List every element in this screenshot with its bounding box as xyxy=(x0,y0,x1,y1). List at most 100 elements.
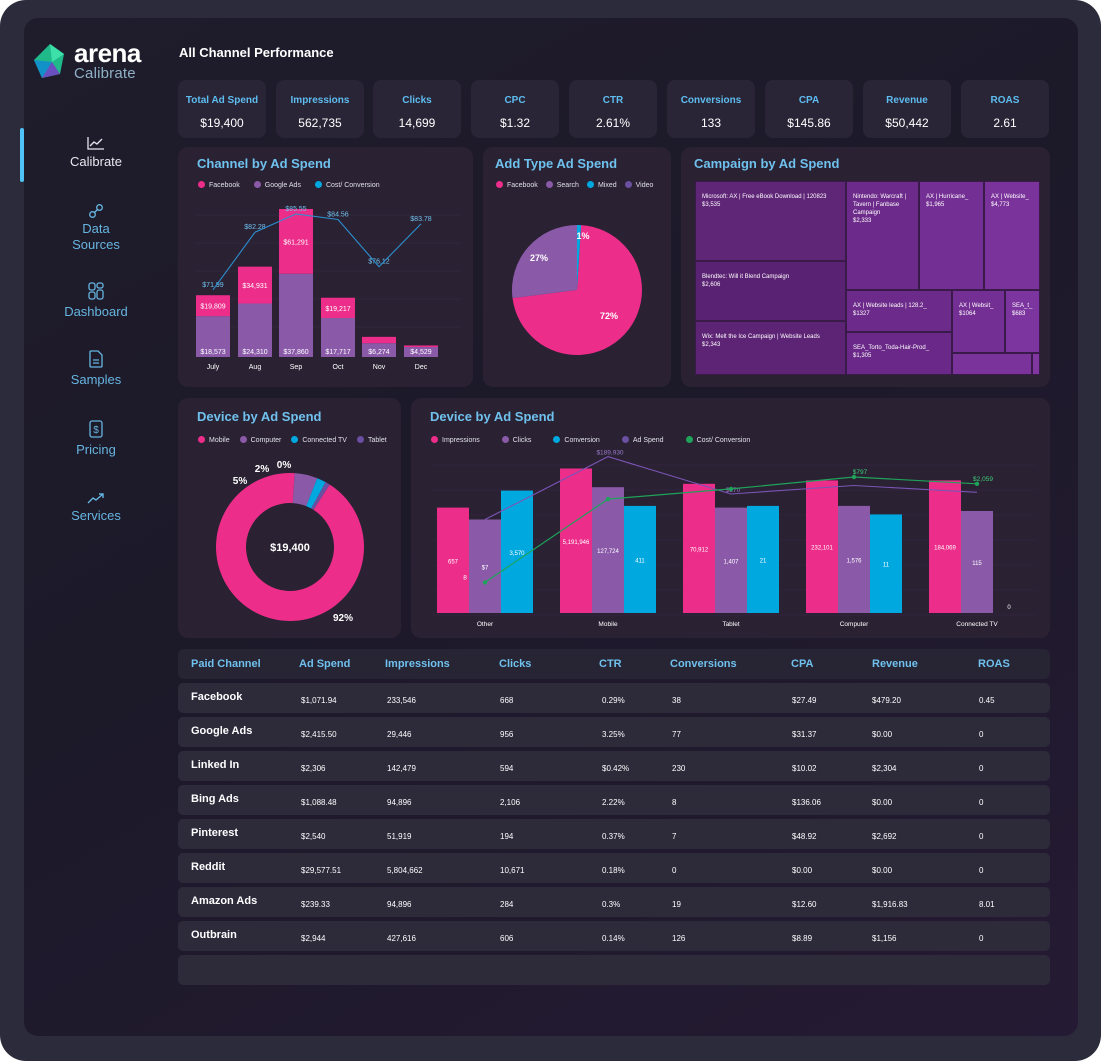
treemap-cell[interactable]: SEA_Torto_Toda-Hair-Prod_ $1,305 xyxy=(846,332,952,375)
chart-legend: Impressions Clicks Conversion Ad Spend C… xyxy=(431,436,750,444)
table-cell: 29,446 xyxy=(387,730,412,739)
table-row[interactable]: Bing Ads $1,088.48 94,896 2,106 2.22% 8 $136.0… xyxy=(178,785,1050,815)
table-row[interactable]: Linked In $2,306 142,479 594 $0.42% 230 $10.02… xyxy=(178,751,1050,781)
nav-label: Dashboard xyxy=(64,304,128,319)
kpi-value: 2.61% xyxy=(595,116,631,130)
donut-slice xyxy=(311,482,330,510)
kpi-value: $145.86 xyxy=(787,116,831,130)
nav-label: Services xyxy=(71,508,121,523)
column-header[interactable]: Paid Channel xyxy=(191,658,261,670)
column-header[interactable]: CTR xyxy=(599,658,622,670)
table-cell: 194 xyxy=(500,832,514,841)
channel-name-cell: Bing Ads xyxy=(191,793,239,805)
treemap-cell[interactable]: SEA_t_ $683 xyxy=(1005,290,1040,353)
table-cell: 7 xyxy=(672,832,677,841)
table-cell: 38 xyxy=(672,696,681,705)
nav-item-dashboard[interactable]: Dashboard xyxy=(20,282,172,319)
kpi-label: Conversions xyxy=(680,95,742,106)
panel-title: Campaign by Ad Spend xyxy=(694,156,840,171)
column-header[interactable]: Conversions xyxy=(670,658,737,670)
legend-item: Search xyxy=(545,181,579,189)
table-cell: 284 xyxy=(500,900,514,909)
device-bar xyxy=(683,483,715,613)
table-cell: $10.02 xyxy=(792,764,817,773)
table-cell: $48.92 xyxy=(792,832,817,841)
pie-slice xyxy=(512,225,577,299)
table-cell: $2,944 xyxy=(301,934,326,943)
treemap-cell[interactable] xyxy=(1032,353,1040,375)
nav-item-pricing[interactable]: $ Pricing xyxy=(20,420,172,457)
column-header[interactable]: ROAS xyxy=(978,658,1010,670)
nav-item-services[interactable]: Services xyxy=(20,492,172,523)
line-data-label: $84.56 xyxy=(327,211,349,218)
table-cell: 0.3% xyxy=(602,900,621,909)
column-header[interactable]: Clicks xyxy=(499,658,532,670)
table-row[interactable]: Google Ads $2,415.50 29,446 956 3.25% 77 $31.3… xyxy=(178,717,1050,747)
treemap-cell[interactable]: Wix: Melt the Ice Campaign | Website Lea… xyxy=(695,321,846,375)
table-cell: 2,106 xyxy=(500,798,521,807)
table-row[interactable]: Reddit $29,577.51 5,804,662 10,671 0.18% 0 $0.… xyxy=(178,853,1050,883)
treemap-cell[interactable]: AX | Websit_ $1064 xyxy=(952,290,1005,353)
nav-item-calibrate[interactable]: Calibrate xyxy=(20,136,172,169)
brand-name: arena xyxy=(74,38,141,68)
x-tick-label: Other xyxy=(477,621,494,628)
dashboard-icon xyxy=(88,282,104,300)
line-point xyxy=(482,580,488,585)
nav-item-data-sources[interactable]: Data Sources xyxy=(20,203,172,253)
brand-logo[interactable]: arena Calibrate xyxy=(30,38,160,86)
line-point xyxy=(728,486,734,492)
treemap-cell[interactable] xyxy=(952,353,1032,375)
donut-slice xyxy=(292,473,318,507)
column-header[interactable]: Impressions xyxy=(385,658,450,670)
bar-data-label: 411 xyxy=(635,558,645,564)
legend-item: Computer xyxy=(239,436,281,444)
kpi-label: CPA xyxy=(798,95,820,106)
nav-item-samples[interactable]: Samples xyxy=(20,350,172,387)
table-cell: 0 xyxy=(979,764,984,773)
channel-bar-chart: $18,573 $19,809 July $71.99 $24,310 $34,931 Au… xyxy=(196,206,460,371)
table-cell: 0 xyxy=(979,866,984,875)
table-row[interactable]: Amazon Ads $239.33 94,896 284 0.3% 19 $12.60 $1… xyxy=(178,887,1050,917)
treemap-cell[interactable]: Nintendo: Warcraft | Tavern | Fanbase Ca… xyxy=(846,181,919,290)
x-tick-label: Aug xyxy=(249,364,262,371)
kpi-label: ROAS xyxy=(990,95,1020,106)
table-row[interactable]: Facebook $1,071.94 233,546 668 0.29% 38 $27.49… xyxy=(178,683,1050,713)
column-header[interactable]: Ad Spend xyxy=(299,658,351,670)
table-cell: 142,479 xyxy=(387,764,416,773)
table-cell: $1,071.94 xyxy=(301,696,337,705)
column-header[interactable]: Revenue xyxy=(872,658,918,670)
table-cell: 0.45 xyxy=(979,696,995,705)
bar-data-label: $17,717 xyxy=(325,349,350,356)
treemap-cell[interactable]: AX | Website_ $4,773 xyxy=(984,181,1040,290)
treemap-cell[interactable]: AX | Hurricane_ $1,965 xyxy=(919,181,984,290)
bar-facebook xyxy=(362,336,396,344)
table-cell: $0.00 xyxy=(872,866,893,875)
x-tick-label: Computer xyxy=(840,621,869,628)
x-tick-label: Connected TV xyxy=(956,621,998,628)
dollar-icon: $ xyxy=(89,420,103,438)
donut-center-value: $19,400 xyxy=(270,542,310,554)
treemap-cell[interactable]: Blendtec: Will it Blend Campaign $2,606 xyxy=(695,261,846,321)
table-row[interactable]: Pinterest $2,540 51,919 194 0.37% 7 $48.92 $2,6… xyxy=(178,819,1050,849)
bar-data-label: $34,931 xyxy=(242,283,267,290)
channel-name-cell: Google Ads xyxy=(191,725,253,737)
bar-facebook xyxy=(196,295,230,317)
treemap-cell[interactable]: Microsoft: AX | Free eBook Download | 12… xyxy=(695,181,846,261)
ad-type-pie-chart: 72% 27% 1% xyxy=(512,225,642,355)
campaign-ad-spend-panel: Campaign by Ad Spend Microsoft: AX | Fre… xyxy=(681,147,1050,387)
bar-data-label: $24,310 xyxy=(242,349,267,356)
link-icon xyxy=(89,204,103,218)
table-cell: 668 xyxy=(500,696,514,705)
bar-google-ads xyxy=(362,343,396,357)
x-tick-label: Nov xyxy=(373,364,386,371)
pie-label: 27% xyxy=(530,253,548,263)
treemap-cell[interactable]: AX | Website leads | 128.2_ $1327 xyxy=(846,290,952,332)
x-tick-label: Tablet xyxy=(722,621,740,628)
device-bar xyxy=(870,514,902,613)
table-cell: 956 xyxy=(500,730,514,739)
column-header[interactable]: CPA xyxy=(791,658,814,670)
table-cell: 427,616 xyxy=(387,934,416,943)
table-row[interactable]: Outbrain $2,944 427,616 606 0.14% 126 $8.89 $1,… xyxy=(178,921,1050,951)
chart-line-icon xyxy=(87,137,104,150)
table-cell: $0.00 xyxy=(872,798,893,807)
